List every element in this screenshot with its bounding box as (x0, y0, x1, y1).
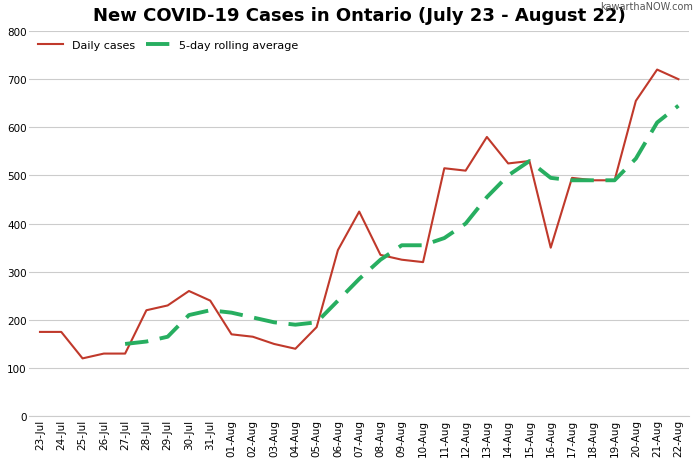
5-day rolling average (291, 322, 299, 328)
Daily cases (483, 135, 491, 140)
Daily cases (440, 166, 448, 172)
5-day rolling average (461, 221, 470, 227)
5-day rolling average (568, 178, 576, 184)
5-day rolling average (610, 178, 619, 184)
Daily cases (525, 159, 534, 164)
Daily cases (334, 248, 342, 253)
Daily cases (291, 346, 299, 352)
Daily cases (377, 252, 385, 258)
5-day rolling average (184, 313, 193, 318)
Daily cases (121, 351, 129, 357)
Title: New COVID-19 Cases in Ontario (July 23 - August 22): New COVID-19 Cases in Ontario (July 23 -… (93, 7, 626, 25)
Daily cases (228, 332, 236, 338)
Daily cases (57, 329, 65, 335)
Daily cases (206, 298, 214, 304)
5-day rolling average (653, 120, 661, 126)
5-day rolling average (589, 178, 597, 184)
Daily cases (100, 351, 108, 357)
Daily cases (184, 288, 193, 294)
Daily cases (79, 356, 87, 362)
5-day rolling average (504, 173, 512, 179)
Daily cases (589, 178, 597, 184)
5-day rolling average (674, 104, 683, 109)
Daily cases (35, 329, 44, 335)
5-day rolling average (228, 310, 236, 316)
Daily cases (248, 334, 257, 340)
Legend: Daily cases, 5-day rolling average: Daily cases, 5-day rolling average (35, 38, 302, 54)
Daily cases (568, 176, 576, 181)
Daily cases (142, 308, 150, 313)
5-day rolling average (419, 243, 427, 249)
5-day rolling average (397, 243, 406, 249)
Daily cases (397, 257, 406, 263)
5-day rolling average (164, 334, 172, 340)
Line: 5-day rolling average: 5-day rolling average (125, 106, 679, 344)
Daily cases (313, 325, 321, 330)
Daily cases (164, 303, 172, 308)
5-day rolling average (142, 339, 150, 344)
5-day rolling average (248, 315, 257, 320)
Daily cases (419, 260, 427, 265)
5-day rolling average (440, 236, 448, 241)
5-day rolling average (121, 341, 129, 347)
Daily cases (610, 178, 619, 184)
Daily cases (504, 161, 512, 167)
5-day rolling average (355, 276, 363, 282)
5-day rolling average (483, 195, 491, 200)
Daily cases (546, 245, 555, 251)
Text: kawarthaNOW.com: kawarthaNOW.com (600, 2, 693, 13)
Daily cases (270, 341, 278, 347)
5-day rolling average (377, 257, 385, 263)
5-day rolling average (546, 176, 555, 181)
5-day rolling average (525, 159, 534, 164)
Daily cases (653, 68, 661, 73)
Line: Daily cases: Daily cases (40, 70, 679, 359)
5-day rolling average (270, 320, 278, 325)
5-day rolling average (632, 156, 640, 162)
Daily cases (461, 169, 470, 174)
Daily cases (355, 209, 363, 215)
Daily cases (674, 77, 683, 83)
5-day rolling average (206, 308, 214, 313)
Daily cases (632, 99, 640, 105)
5-day rolling average (313, 320, 321, 325)
5-day rolling average (334, 298, 342, 304)
